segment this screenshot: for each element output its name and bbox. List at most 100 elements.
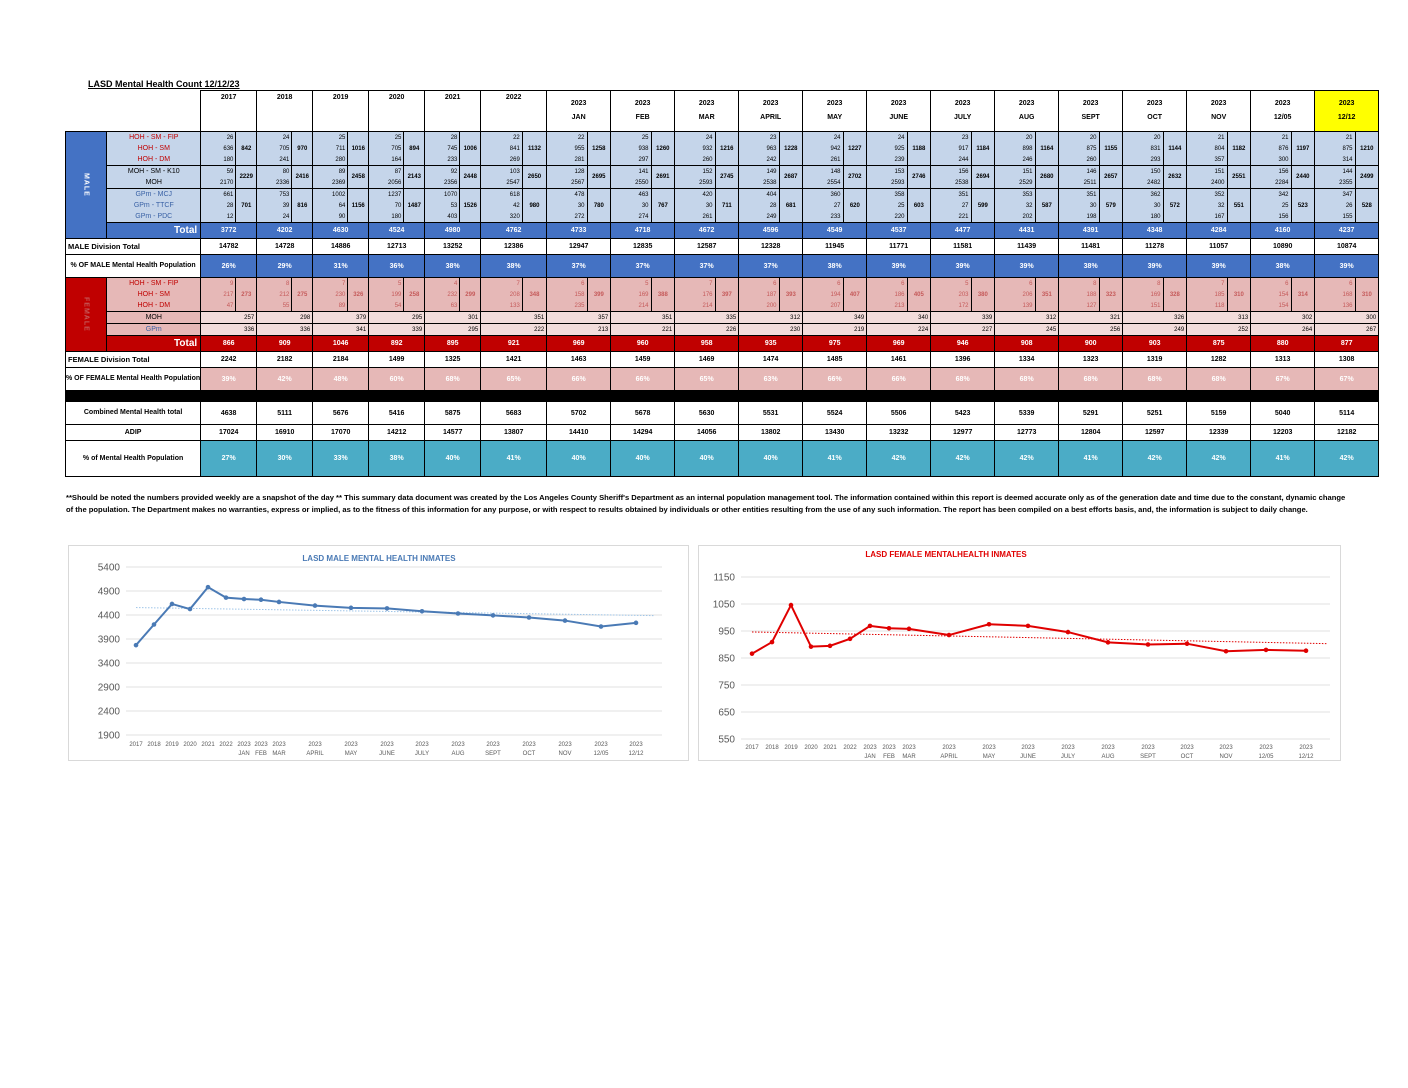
value-group: 87 2056 2143 — [370, 166, 424, 188]
value-list: 59 2170 — [202, 166, 237, 188]
value-group: 379 — [314, 313, 368, 323]
data-point — [169, 601, 175, 607]
x-tick-label: SEPT — [485, 751, 501, 757]
value-list — [1124, 325, 1162, 335]
subtotal-value: 301 — [468, 314, 479, 321]
x-tick-label: JULY — [1061, 754, 1075, 760]
adip-value: 16910 — [256, 424, 314, 441]
combined-value: 5423 — [930, 401, 996, 425]
pct-value: 67% — [1250, 367, 1316, 391]
y-tick-label: 950 — [718, 627, 735, 638]
data-point — [1263, 647, 1269, 653]
value: 351 — [958, 191, 969, 198]
pct-value: 37% — [546, 254, 612, 278]
value: 139 — [1022, 302, 1033, 309]
value-cell: 24 942 261 1227 — [802, 131, 868, 166]
subtotal-value: 2458 — [351, 174, 365, 180]
adip-value: 12203 — [1250, 424, 1316, 441]
value-list: 6 194 207 — [804, 278, 844, 311]
value: 27 — [961, 202, 969, 209]
value-cell: 347 26 155 528 — [1314, 188, 1380, 223]
value-list: 6 206 139 — [996, 278, 1036, 311]
subtotal-value: 397 — [721, 291, 732, 298]
value: 745 — [447, 145, 458, 152]
value: 241 — [279, 156, 290, 163]
adip-label: ADIP — [64, 424, 202, 441]
value: 917 — [958, 145, 969, 152]
value-group: 9 217 47 273 — [202, 278, 256, 311]
value: 199 — [391, 291, 402, 298]
division-value: 12328 — [738, 238, 804, 255]
value: 2400 — [1211, 179, 1225, 186]
value-group: 103 2547 2650 — [482, 166, 546, 188]
value: 207 — [830, 302, 841, 309]
column-header-line: FEB — [635, 114, 650, 121]
x-tick-label: 2023 — [254, 742, 268, 748]
value: 156 — [958, 168, 969, 175]
value-list: 25 711 280 — [314, 132, 349, 165]
subtotal-value: 405 — [913, 291, 924, 298]
value-list — [1124, 313, 1162, 323]
value-cell: 21 875 314 1210 — [1314, 131, 1380, 166]
value-group: 351 — [482, 313, 546, 323]
value: 30 — [1153, 202, 1161, 209]
division-value: 1334 — [994, 351, 1060, 368]
value: 144 — [1342, 168, 1353, 175]
value-cell: 21 876 300 1197 — [1250, 131, 1316, 166]
value-list: 20 898 246 — [996, 132, 1036, 165]
value-list: 5 169 214 — [612, 278, 652, 311]
value: 167 — [1214, 213, 1225, 220]
subtotal-value: 894 — [409, 145, 420, 152]
value-group: 148 2554 2702 — [804, 166, 866, 188]
value: 59 — [226, 168, 234, 175]
data-point — [312, 603, 318, 608]
subtotal-value: 380 — [977, 291, 988, 298]
value-group: 5 203 172 380 — [932, 278, 994, 311]
value-list — [314, 325, 347, 335]
value-cell: 256 — [1058, 323, 1124, 336]
x-tick-label: 2020 — [183, 742, 197, 748]
female-chart: LASD FEMALE MENTALHEALTH INMATES 550 650 75… — [698, 545, 1341, 761]
row-label-line: MOH - SM - K10 — [127, 168, 180, 175]
x-tick-label: 2023 — [1021, 745, 1035, 751]
combined-label: Combined Mental Health total — [64, 401, 202, 425]
value-cell: 1002 64 90 1156 — [312, 188, 370, 223]
value: 214 — [702, 302, 713, 309]
x-tick-label: 2023 — [1219, 745, 1233, 751]
column-header-line: 2023 — [1338, 100, 1355, 107]
value: 151 — [1214, 168, 1225, 175]
column-header-line: 2023 — [698, 100, 715, 107]
value-cell: 420 30 261 711 — [674, 188, 740, 223]
column-header-line: 2023 — [1274, 100, 1291, 107]
value: 153 — [894, 168, 905, 175]
x-tick-label: 2021 — [201, 742, 215, 748]
combined-value: 5531 — [738, 401, 804, 425]
trendline — [135, 607, 655, 617]
value-cell: 87 2056 2143 — [368, 165, 426, 189]
column-header-line: MAY — [827, 114, 843, 121]
value-group: 6 194 207 407 — [804, 278, 866, 311]
total-value: 935 — [738, 335, 804, 352]
value-cell: 252 — [1186, 323, 1252, 336]
value-group: 341 — [314, 325, 368, 335]
y-tick-label: 1050 — [713, 600, 736, 611]
value-cell: 249 — [1122, 323, 1188, 336]
pct-value: 37% — [738, 254, 804, 278]
total-pct-value: 41% — [480, 440, 548, 477]
value: 21 — [1345, 134, 1353, 141]
value-cell: 264 — [1250, 323, 1316, 336]
value-cell: 300 — [1314, 311, 1380, 324]
value: 213 — [894, 302, 905, 309]
total-pct-value: 40% — [738, 440, 804, 477]
value-cell: 335 — [674, 311, 740, 324]
adip-value: 14056 — [674, 424, 740, 441]
value-group: 23 917 244 1184 — [932, 132, 994, 165]
row-label: HOH - SM - FIP HOH - SM HOH - DM — [106, 131, 202, 166]
value-cell: 661 28 12 701 — [200, 188, 258, 223]
column-header-line: APRIL — [760, 114, 782, 121]
value: 233 — [447, 156, 458, 163]
division-value: 11439 — [994, 238, 1060, 255]
x-tick-label: NOV — [558, 751, 571, 757]
combined-value: 5702 — [546, 401, 612, 425]
value-group: 5 169 214 388 — [612, 278, 674, 311]
